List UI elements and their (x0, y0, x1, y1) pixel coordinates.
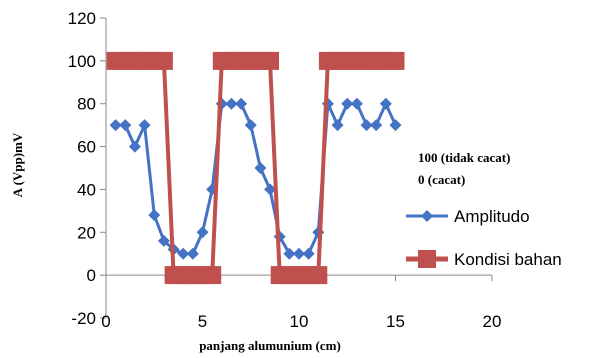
legend-marker-amplitudo (421, 210, 433, 222)
series-group (106, 51, 405, 285)
y-tick-label: -20 (71, 309, 96, 328)
y-tick-label: 80 (77, 95, 96, 114)
y-tick-labels: -20 0 20 40 60 80 100 120 (68, 9, 96, 328)
data-point-amplitudo (283, 247, 296, 260)
data-point-amplitudo (128, 140, 141, 153)
x-tick-labels: 0 5 10 15 20 (101, 312, 501, 331)
y-tick-label: 20 (77, 223, 96, 242)
data-point-amplitudo (186, 247, 199, 260)
data-point-kondisi-bahan (203, 266, 222, 285)
data-point-kondisi-bahan (386, 51, 405, 70)
data-point-amplitudo (119, 119, 132, 132)
data-point-amplitudo (302, 247, 315, 260)
data-point-amplitudo (244, 119, 257, 132)
data-point-kondisi-bahan (154, 51, 173, 70)
data-point-amplitudo (109, 119, 122, 132)
x-tick-label: 20 (483, 312, 502, 331)
y-tick-label: 0 (87, 266, 96, 285)
annotation-cacat: 0 (cacat) (418, 172, 465, 187)
data-point-kondisi-bahan (309, 266, 328, 285)
series-amplitudo (109, 97, 402, 260)
data-point-amplitudo (379, 97, 392, 110)
data-point-amplitudo (254, 162, 267, 174)
series-kondisi-bahan (106, 51, 405, 285)
legend-label-kondisi-bahan: Kondisi bahan (454, 250, 562, 269)
data-point-amplitudo (225, 97, 238, 110)
y-tick-label: 120 (68, 9, 96, 28)
annotation-tidak-cacat: 100 (tidak cacat) (418, 150, 510, 165)
data-point-amplitudo (157, 234, 170, 247)
data-point-amplitudo (148, 209, 161, 222)
y-axis-title: A (Vpp)mV (10, 132, 25, 197)
x-tick-label: 0 (101, 312, 110, 331)
legend-label-amplitudo: Amplitudo (454, 207, 530, 226)
data-point-amplitudo (196, 226, 209, 239)
y-tick-label: 40 (77, 180, 96, 199)
legend-marker-kondisi-bahan (418, 250, 436, 268)
data-point-amplitudo (370, 119, 383, 132)
data-point-amplitudo (264, 183, 277, 196)
data-point-amplitudo (389, 119, 402, 132)
data-point-amplitudo (341, 97, 354, 110)
data-point-amplitudo (293, 247, 305, 260)
x-axis-title: panjang alumunium (cm) (199, 338, 341, 353)
data-point-amplitudo (235, 97, 248, 110)
data-point-amplitudo (350, 97, 363, 110)
legend-item-amplitudo: Amplitudo (406, 207, 530, 226)
legend: Amplitudo Kondisi bahan (406, 207, 562, 269)
data-point-amplitudo (138, 119, 151, 132)
data-point-amplitudo (331, 119, 344, 132)
data-point-amplitudo (360, 119, 373, 132)
y-tick-label: 60 (77, 138, 96, 157)
y-tick-label: 100 (68, 52, 96, 71)
data-point-kondisi-bahan (261, 51, 279, 70)
x-tick-label: 15 (386, 312, 405, 331)
legend-item-kondisi-bahan: Kondisi bahan (406, 250, 562, 269)
x-tick-label: 10 (290, 312, 309, 331)
data-point-amplitudo (177, 247, 190, 260)
x-tick-label: 5 (198, 312, 207, 331)
